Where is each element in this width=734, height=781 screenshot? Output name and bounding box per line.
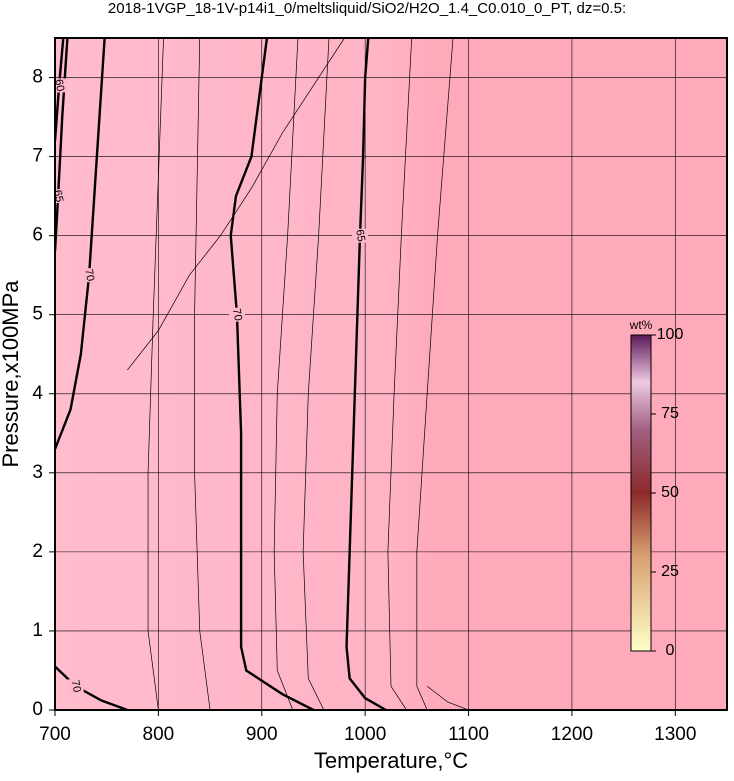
contour-label: 65 [353, 229, 367, 243]
plot-area: 70 65 70 70 65 60 [51, 38, 727, 710]
plot-background [55, 38, 727, 710]
contour-line-major [55, 665, 128, 710]
contour-line [194, 38, 211, 710]
x-tick-label: 1200 [551, 724, 593, 745]
y-tick-label: 8 [32, 67, 43, 88]
colorbar-tick-label: 25 [661, 563, 679, 580]
x-tick-label: 900 [246, 724, 278, 745]
x-tick-label: 1300 [654, 724, 696, 745]
y-tick-label: 4 [32, 383, 43, 404]
contour-line-major [345, 38, 387, 710]
x-tick-label: 700 [39, 724, 71, 745]
contour-label: 60 [52, 78, 66, 92]
contour-label-bg [55, 189, 67, 204]
contour-label-bg [228, 307, 245, 322]
contour-label-bg [55, 78, 68, 93]
contour-label: 70 [69, 679, 83, 693]
contour-label-bg [81, 268, 98, 283]
contour-line [302, 38, 330, 710]
contour-line-major [229, 38, 315, 710]
y-tick-label: 5 [32, 304, 43, 325]
contour-line [416, 38, 454, 710]
colorbar-tick-label: 75 [661, 405, 679, 422]
y-tick-label: 2 [32, 541, 43, 562]
contour-line [273, 38, 299, 710]
x-tick-label: 800 [143, 724, 175, 745]
contour-line [387, 38, 413, 710]
x-tick-label: 1000 [344, 724, 386, 745]
contour-label: 70 [82, 268, 96, 282]
chart-title: 2018-1VGP_18-1V-p14i1_0/meltsliquid/SiO2… [108, 0, 626, 17]
y-axis-label: Pressure,x100MPa [0, 280, 23, 468]
colorbar [630, 334, 652, 652]
colorbar-tick-label: 50 [661, 484, 679, 501]
contour-label: 70 [230, 308, 244, 322]
contour-label-bg [67, 679, 84, 694]
y-tick-label: 0 [32, 699, 43, 720]
y-tick-label: 6 [32, 225, 43, 246]
y-tick-label: 1 [32, 620, 43, 641]
x-axis-label: Temperature,°C [314, 748, 468, 773]
contour-line [147, 38, 164, 710]
colorbar-tick-label: 100 [657, 326, 684, 343]
contour-line [426, 686, 469, 710]
contour-line-major [55, 38, 69, 252]
contour-label-bg [351, 228, 368, 243]
contour-line [127, 38, 345, 371]
x-tick-label: 1100 [448, 724, 489, 745]
y-tick-label: 7 [32, 146, 43, 167]
plot-frame [54, 37, 728, 711]
contour-label: 65 [51, 189, 65, 203]
colorbar-tick-label: 0 [666, 642, 675, 659]
y-tick-label: 3 [32, 462, 43, 483]
colorbar-label: wt% [629, 318, 653, 332]
